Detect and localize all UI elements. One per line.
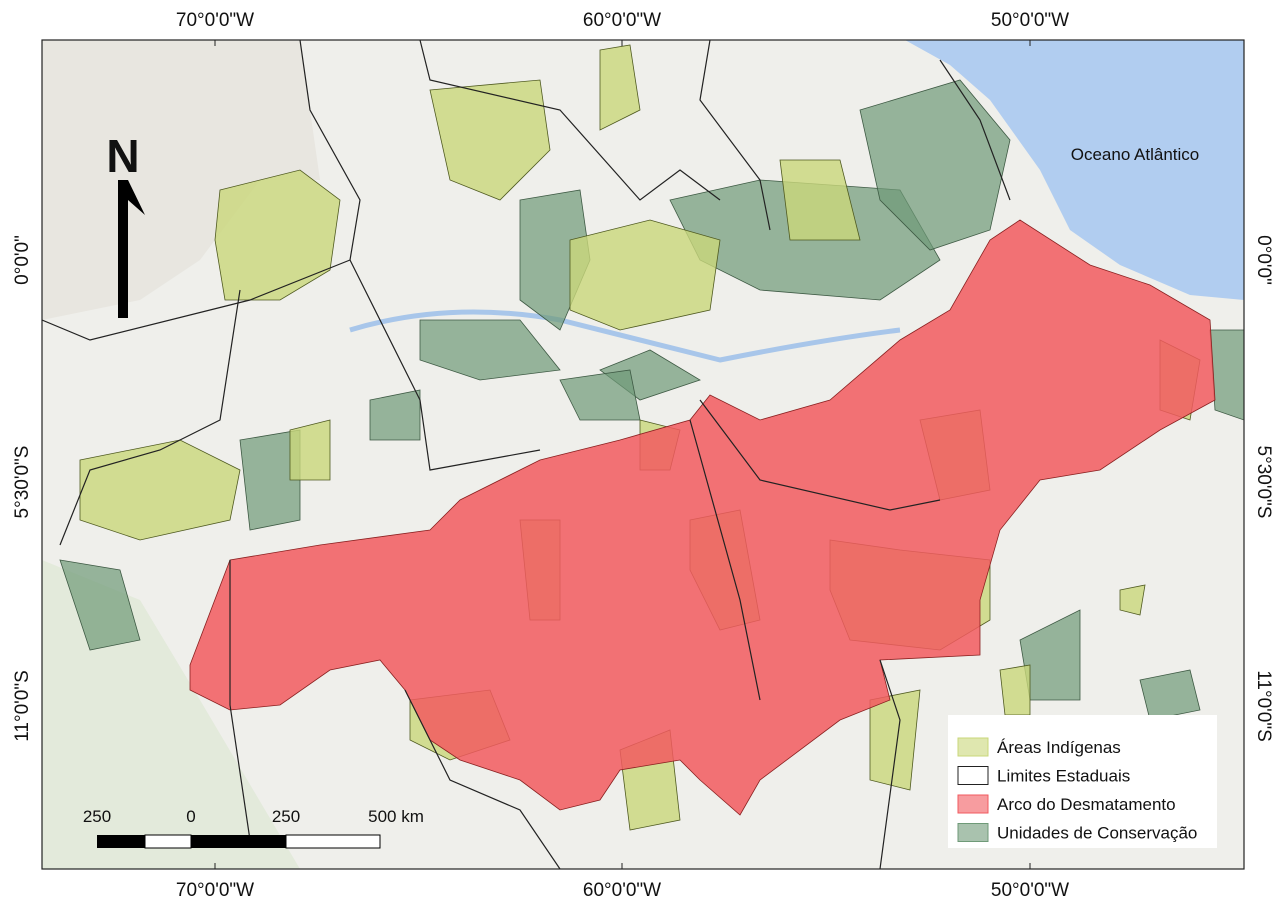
top-label: 60°0'0"W	[583, 10, 661, 31]
indigenous-area	[289, 419, 331, 481]
ocean	[905, 40, 1244, 300]
state-limit	[689, 419, 761, 701]
scale-label: 250	[272, 807, 300, 826]
conservation-unit	[1139, 669, 1201, 721]
indigenous-area	[779, 159, 861, 241]
state-limit	[699, 399, 941, 511]
north-arrow: N	[106, 130, 145, 318]
legend: Áreas Indígenas Limites Estaduais Arco do …	[948, 715, 1217, 848]
left-label: 11°0'0"S	[12, 670, 33, 742]
scale-label: 500 km	[368, 807, 424, 826]
left-label: 5°30'0"S	[12, 446, 33, 519]
state-limit	[699, 40, 771, 231]
state-limit	[349, 259, 541, 471]
legend-label: Arco do Desmatamento	[997, 795, 1176, 814]
north-arrow-shape	[118, 180, 145, 318]
land-shade	[42, 40, 320, 320]
legend-label: Unidades de Conservação	[997, 824, 1197, 843]
conservation-unit	[369, 389, 421, 441]
indigenous-area	[599, 44, 641, 131]
state-limit	[299, 40, 361, 261]
scale-label: 250	[83, 807, 111, 826]
left-label: 0°0'0"	[12, 235, 33, 285]
indigenous-area	[999, 664, 1031, 716]
indigenous-area	[1119, 584, 1146, 616]
state-limit	[939, 59, 1011, 201]
indigenous-area	[569, 219, 721, 331]
legend-swatch	[957, 737, 989, 757]
bottom-label: 60°0'0"W	[583, 880, 661, 901]
state-limit	[419, 40, 721, 201]
indigenous-area	[429, 79, 551, 201]
state-limit	[879, 659, 901, 869]
scale-segment	[144, 834, 192, 849]
state-limits	[42, 40, 1011, 869]
state-limit	[42, 259, 351, 341]
bottom-label: 50°0'0"W	[991, 880, 1069, 901]
legend-swatch	[957, 766, 989, 785]
conservation-unit	[419, 319, 561, 381]
conservation-unit	[59, 559, 141, 651]
ocean-label: Oceano Atlântico	[1071, 145, 1200, 164]
scale-segment	[97, 835, 145, 848]
top-label: 70°0'0"W	[176, 10, 254, 31]
deforestation-arc	[189, 219, 1216, 816]
top-label: 50°0'0"W	[991, 10, 1069, 31]
conservation-unit	[1209, 329, 1244, 421]
scale-segment	[191, 835, 286, 848]
scale-label: 0	[186, 807, 195, 826]
north-letter: N	[106, 130, 139, 182]
arc-area	[189, 219, 1216, 816]
indigenous-area	[869, 689, 921, 791]
legend-label: Áreas Indígenas	[997, 738, 1121, 757]
indigenous-area	[214, 169, 341, 301]
bottom-label: 70°0'0"W	[176, 880, 254, 901]
conservation-unit	[239, 429, 301, 531]
legend-box	[948, 715, 1217, 848]
state-limit	[404, 689, 561, 869]
graticule-labels: 70°0'0"W 60°0'0"W 50°0'0"W 70°0'0"W 60°0'0"W…	[12, 10, 1274, 901]
map-frame	[41, 39, 1245, 870]
state-limit	[229, 560, 251, 841]
legend-swatch	[957, 823, 989, 842]
scale-bar: 250 0 250 500 km	[83, 807, 424, 849]
scale-segment	[285, 834, 381, 849]
state-limit	[59, 289, 241, 546]
legend-swatch	[957, 794, 989, 814]
legend-label: Limites Estaduais	[997, 767, 1130, 786]
right-label: 11°0'0"S	[1253, 670, 1274, 742]
conservation-units	[59, 79, 1244, 721]
right-label: 5°30'0"S	[1253, 446, 1274, 519]
right-label: 0°0'0"	[1253, 235, 1274, 285]
river	[349, 309, 901, 363]
conservation-unit	[859, 79, 1011, 251]
